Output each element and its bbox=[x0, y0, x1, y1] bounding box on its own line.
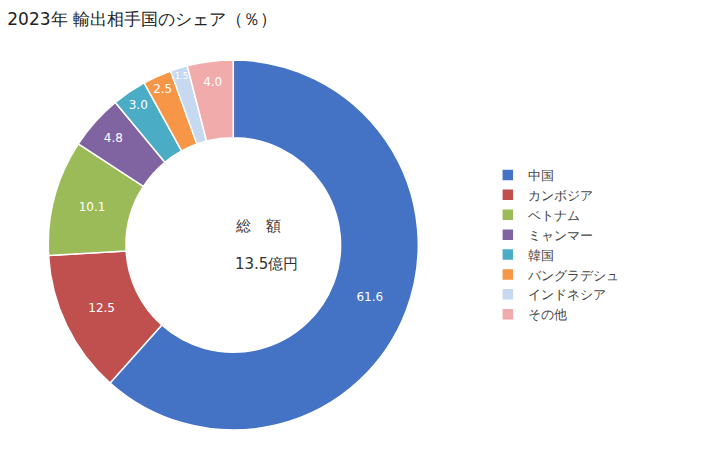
svg-text:61.6: 61.6 bbox=[356, 290, 383, 304]
svg-text:13.5億円: 13.5億円 bbox=[235, 255, 298, 273]
svg-text:2023年 輸出相手国のシェア（％）: 2023年 輸出相手国のシェア（％） bbox=[7, 9, 277, 29]
svg-text:総 額: 総 額 bbox=[235, 217, 281, 235]
svg-text:2.5: 2.5 bbox=[153, 82, 172, 96]
svg-text:バングラデシュ: バングラデシュ bbox=[527, 268, 619, 283]
svg-text:ミャンマー: ミャンマー bbox=[528, 228, 593, 243]
svg-text:カンボジア: カンボジア bbox=[528, 188, 593, 203]
svg-text:12.5: 12.5 bbox=[88, 301, 115, 315]
svg-text:ベトナム: ベトナム bbox=[528, 208, 580, 223]
svg-text:4.8: 4.8 bbox=[104, 131, 123, 145]
svg-text:韓国: 韓国 bbox=[528, 248, 554, 263]
svg-text:4.0: 4.0 bbox=[203, 75, 222, 89]
svg-text:インドネシア: インドネシア bbox=[528, 287, 606, 302]
svg-text:1.5: 1.5 bbox=[175, 71, 188, 81]
svg-text:その他: その他 bbox=[528, 307, 567, 322]
svg-text:10.1: 10.1 bbox=[79, 200, 106, 214]
svg-text:中国: 中国 bbox=[528, 168, 554, 183]
svg-text:3.0: 3.0 bbox=[129, 98, 148, 112]
